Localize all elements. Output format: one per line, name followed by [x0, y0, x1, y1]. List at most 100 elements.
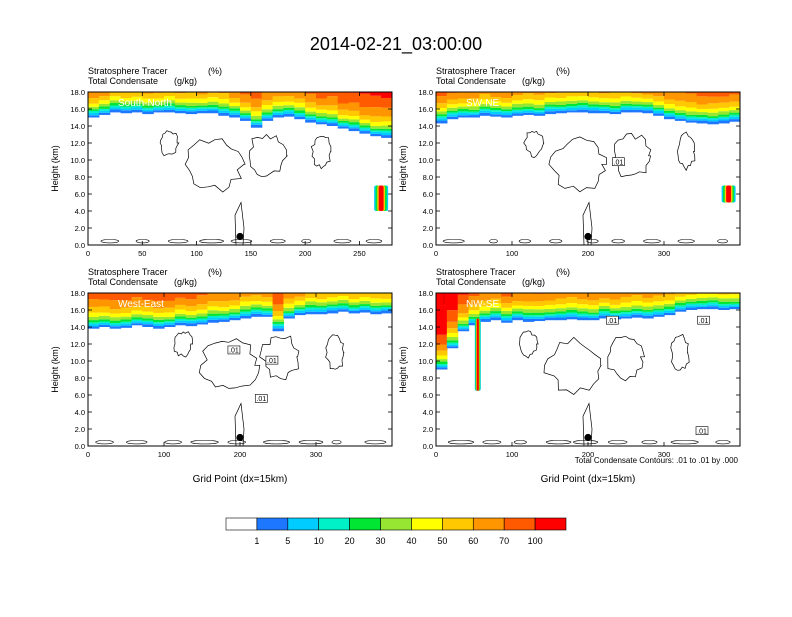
y-tick-label: 6.0 [75, 190, 85, 199]
tracer-band [197, 320, 208, 322]
tracer-band [262, 313, 273, 315]
tracer-band [153, 324, 164, 326]
tracer-band [490, 315, 501, 317]
tracer-band [349, 299, 360, 302]
tracer-band [349, 307, 360, 309]
contour-label: .01 [229, 348, 239, 355]
y-tick-label: 4.0 [75, 408, 85, 417]
tracer-band [186, 293, 197, 299]
tracer-band [283, 308, 294, 311]
tracer-band [577, 92, 588, 96]
tracer-band [458, 326, 469, 327]
tracer-band [240, 107, 251, 110]
tracer-band [718, 117, 729, 118]
tracer-band [566, 104, 577, 106]
tracer-band [566, 312, 577, 314]
tracer-band [621, 307, 632, 310]
y-tick-label: 14.0 [418, 122, 433, 131]
tracer-band [370, 306, 381, 308]
tracer-band [621, 297, 632, 303]
tracer-band [610, 92, 621, 98]
tracer-band [370, 310, 381, 312]
tracer-band [707, 109, 718, 113]
tracer-band [599, 105, 610, 107]
tracer-band [131, 293, 142, 297]
tracer-band [566, 92, 577, 96]
tracer-band [229, 103, 240, 106]
tracer-band [186, 319, 197, 320]
tracer-band [675, 309, 686, 311]
tracer-band [294, 297, 305, 301]
colorbar-box [535, 518, 566, 530]
y-tick-label: 2.0 [423, 224, 433, 233]
tracer-band [599, 93, 610, 98]
tracer-band [359, 308, 370, 310]
tracer-band [251, 92, 262, 99]
tracer-band [707, 306, 718, 309]
tracer-band [479, 315, 490, 317]
tracer-band [251, 125, 262, 128]
tracer-band [490, 92, 501, 97]
tracer-band [197, 99, 208, 103]
tracer-band [534, 313, 545, 316]
tracer-band [294, 311, 305, 313]
tracer-band [316, 307, 327, 309]
tracer-band [718, 295, 729, 299]
tracer-band [534, 110, 545, 112]
tracer-band [545, 111, 556, 114]
tracer-band [175, 109, 186, 111]
tracer-band [436, 121, 447, 124]
tracer-band [283, 311, 294, 313]
tracer-band [436, 293, 447, 306]
tracer-band [273, 111, 284, 112]
tracer-band [207, 314, 218, 316]
tracer-band [99, 300, 110, 307]
tracer-band [490, 114, 501, 116]
tracer-band [294, 114, 305, 116]
tracer-band [621, 312, 632, 314]
x-axis-label: Grid Point (dx=15km) [541, 474, 636, 485]
tracer-band [588, 92, 599, 97]
tracer-band [99, 109, 110, 111]
tracer-band [588, 101, 599, 104]
tracer-band [305, 312, 316, 314]
tracer-band [283, 313, 294, 315]
tracer-band [338, 125, 349, 127]
tracer-band [610, 293, 621, 300]
tracer-band [718, 115, 729, 117]
y-tick-label: 16.0 [418, 306, 433, 315]
tracer-band [164, 92, 175, 96]
tracer-band [207, 301, 218, 306]
tracer-band [458, 329, 469, 331]
tracer-band [110, 109, 121, 112]
tracer-band [501, 308, 512, 311]
tracer-band [642, 95, 653, 99]
tracer-band [316, 116, 327, 118]
tracer-band [294, 92, 305, 98]
tracer-band [588, 300, 599, 305]
tracer-band [186, 318, 197, 320]
tracer-band [490, 313, 501, 315]
tracer-band [436, 362, 447, 365]
y-tick-label: 8.0 [75, 173, 85, 182]
tracer-band [588, 316, 599, 318]
tracer-band [447, 337, 458, 340]
tracer-band [555, 298, 566, 304]
tracer-band [316, 98, 327, 105]
tracer-band [631, 305, 642, 308]
tracer-band [305, 112, 316, 115]
tracer-band [142, 111, 153, 114]
tracer-band [186, 108, 197, 110]
tracer-band [577, 103, 588, 105]
x-tick-label: 300 [658, 249, 671, 258]
tracer-band [631, 295, 642, 301]
tracer-band [707, 302, 718, 304]
tracer-band [110, 314, 121, 318]
colorbar-label: 50 [437, 536, 447, 546]
x-tick-label: 200 [234, 450, 247, 459]
tracer-band [338, 303, 349, 305]
tracer-band [327, 92, 338, 96]
tracer-band [697, 119, 708, 121]
colorbar-label: 60 [468, 536, 478, 546]
